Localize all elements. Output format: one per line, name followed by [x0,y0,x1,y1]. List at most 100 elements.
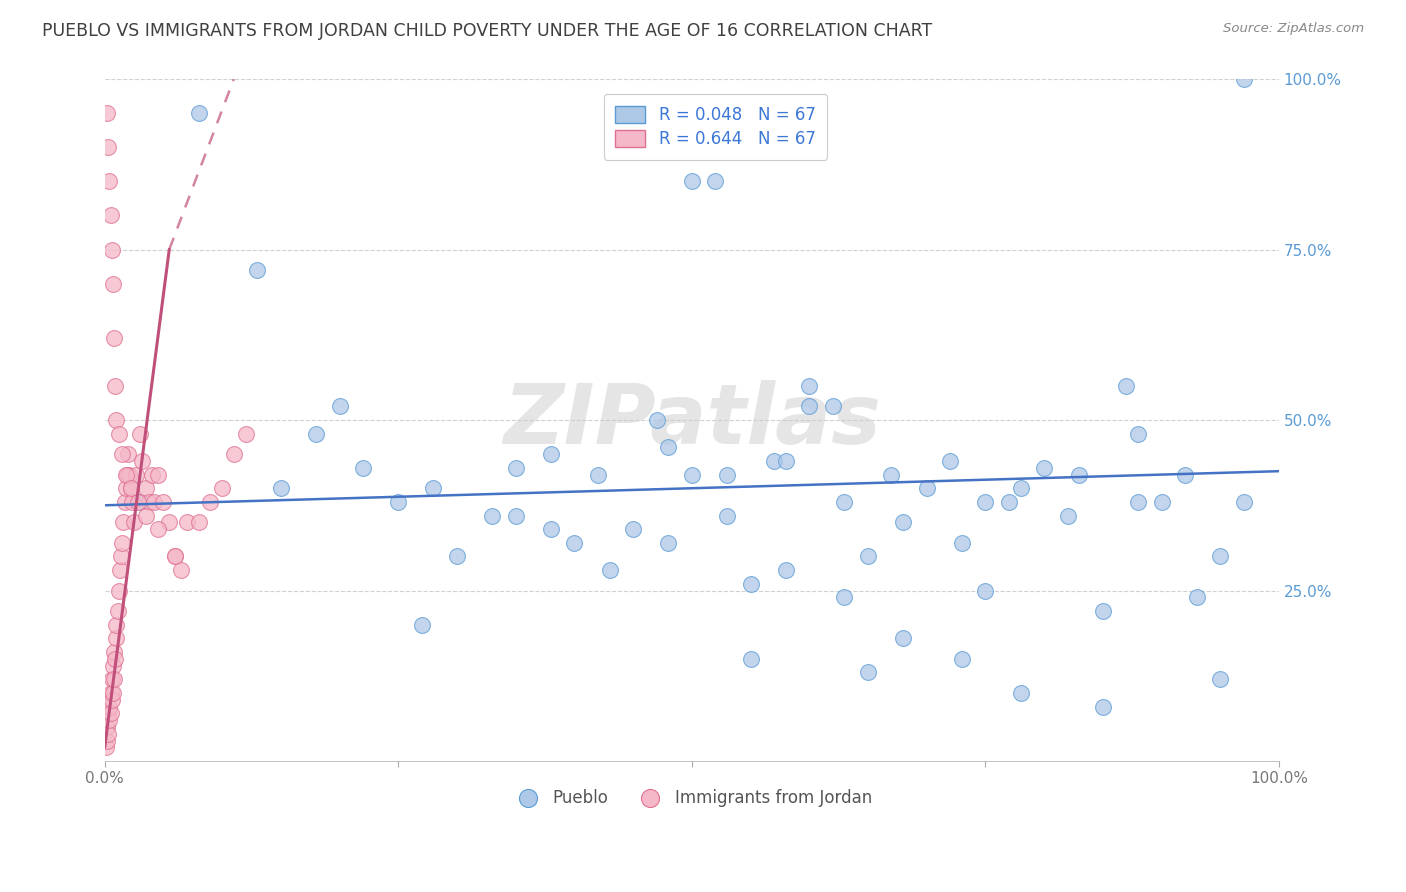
Point [505,508,527,523]
Point [411,617,433,632]
Point [96,106,118,120]
Point [114,481,136,495]
Point [94,740,117,755]
Point [880,467,903,482]
Point [100,686,122,700]
Point [170,563,193,577]
Point [107,604,129,618]
Point [856,665,879,680]
Point [165,549,187,564]
Point [146,467,169,482]
Point [111,447,134,461]
Point [540,447,562,461]
Point [775,563,797,577]
Point [915,481,938,495]
Point [104,652,127,666]
Point [1209,672,1232,686]
Point [352,460,374,475]
Point [235,426,257,441]
Point [657,536,679,550]
Point [1126,426,1149,441]
Point [564,536,586,550]
Point [270,481,292,495]
Point [1209,549,1232,564]
Point [98,713,121,727]
Point [950,536,973,550]
Point [681,174,703,188]
Point [143,495,166,509]
Point [125,467,148,482]
Point [105,632,128,646]
Point [1115,379,1137,393]
Point [834,495,856,509]
Point [120,481,142,495]
Point [762,454,785,468]
Point [586,467,609,482]
Point [891,516,914,530]
Point [100,243,122,257]
Point [1126,495,1149,509]
Point [152,495,174,509]
Point [135,481,157,495]
Point [621,522,644,536]
Point [96,733,118,747]
Point [135,508,157,523]
Point [681,467,703,482]
Point [799,400,821,414]
Point [200,495,222,509]
Point [103,645,125,659]
Point [387,495,409,509]
Point [96,720,118,734]
Point [121,495,143,509]
Point [101,277,124,291]
Point [891,632,914,646]
Point [176,516,198,530]
Point [114,495,136,509]
Point [141,467,163,482]
Point [446,549,468,564]
Point [704,174,727,188]
Point [129,426,152,441]
Point [1091,699,1114,714]
Point [110,549,132,564]
Point [111,536,134,550]
Point [122,516,145,530]
Point [118,467,141,482]
Point [716,508,738,523]
Point [657,440,679,454]
Point [740,576,762,591]
Point [939,454,962,468]
Point [101,686,124,700]
Text: ZIPatlas: ZIPatlas [503,379,880,460]
Point [1069,467,1091,482]
Text: Source: ZipAtlas.com: Source: ZipAtlas.com [1223,22,1364,36]
Point [1010,481,1032,495]
Point [1233,495,1256,509]
Legend: Pueblo, Immigrants from Jordan: Pueblo, Immigrants from Jordan [505,783,879,814]
Point [97,706,120,721]
Point [98,699,121,714]
Point [821,400,844,414]
Point [100,692,122,706]
Point [1233,72,1256,87]
Point [97,727,120,741]
Point [98,174,121,188]
Point [105,617,128,632]
Point [97,140,120,154]
Point [138,495,160,509]
Point [775,454,797,468]
Point [100,672,122,686]
Point [100,706,122,721]
Point [974,583,997,598]
Point [481,508,503,523]
Point [1174,467,1197,482]
Point [187,516,209,530]
Point [117,447,139,461]
Point [328,400,350,414]
Point [716,467,738,482]
Point [187,106,209,120]
Point [1185,591,1208,605]
Point [114,467,136,482]
Point [103,331,125,345]
Point [100,208,122,222]
